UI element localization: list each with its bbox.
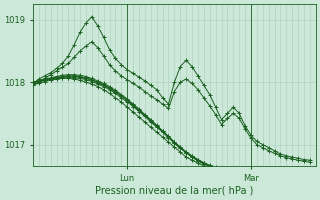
X-axis label: Pression niveau de la mer( hPa ): Pression niveau de la mer( hPa )	[95, 186, 253, 196]
